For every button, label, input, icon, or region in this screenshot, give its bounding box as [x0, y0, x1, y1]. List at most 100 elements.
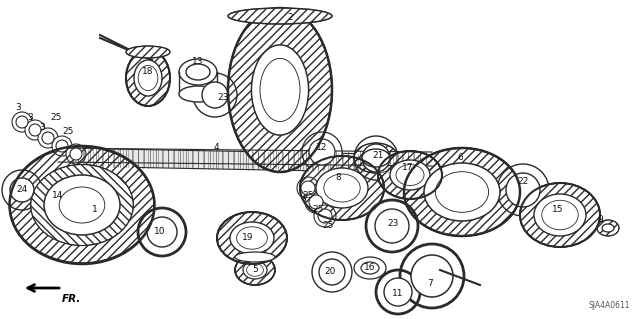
Circle shape — [411, 255, 453, 297]
Circle shape — [354, 136, 398, 180]
Circle shape — [12, 112, 32, 132]
Circle shape — [2, 170, 42, 210]
Text: 12: 12 — [316, 144, 328, 152]
Circle shape — [70, 148, 82, 160]
Text: 4: 4 — [213, 144, 219, 152]
Ellipse shape — [542, 200, 578, 230]
Text: 20: 20 — [324, 268, 336, 277]
Ellipse shape — [60, 187, 105, 223]
Text: 25: 25 — [51, 114, 61, 122]
Text: 14: 14 — [52, 190, 64, 199]
Ellipse shape — [51, 193, 59, 207]
Circle shape — [52, 136, 72, 156]
Text: 25: 25 — [323, 220, 333, 229]
Ellipse shape — [404, 148, 520, 236]
Ellipse shape — [520, 183, 600, 247]
Text: 3: 3 — [27, 114, 33, 122]
Text: 21: 21 — [372, 151, 384, 160]
Ellipse shape — [316, 168, 368, 208]
Ellipse shape — [44, 175, 120, 235]
Circle shape — [312, 252, 352, 292]
Circle shape — [10, 178, 34, 202]
Circle shape — [202, 82, 228, 108]
Ellipse shape — [126, 46, 170, 58]
Text: 6: 6 — [457, 153, 463, 162]
Ellipse shape — [435, 172, 488, 212]
Circle shape — [384, 278, 412, 306]
Text: 7: 7 — [427, 278, 433, 287]
Ellipse shape — [228, 8, 332, 172]
Circle shape — [138, 208, 186, 256]
Circle shape — [314, 205, 336, 227]
Ellipse shape — [396, 165, 424, 186]
Circle shape — [301, 181, 315, 195]
Ellipse shape — [361, 262, 379, 274]
Ellipse shape — [424, 163, 500, 221]
Circle shape — [366, 200, 418, 252]
Text: 22: 22 — [517, 177, 529, 187]
Text: 1: 1 — [92, 205, 98, 214]
Circle shape — [506, 173, 540, 207]
Circle shape — [66, 144, 86, 164]
Ellipse shape — [252, 45, 308, 135]
Circle shape — [302, 132, 342, 172]
Text: 19: 19 — [243, 234, 253, 242]
Text: 10: 10 — [154, 227, 166, 236]
Text: 25: 25 — [312, 205, 324, 214]
Text: 17: 17 — [403, 164, 413, 173]
Ellipse shape — [235, 255, 275, 285]
Circle shape — [375, 209, 409, 243]
Ellipse shape — [186, 64, 210, 80]
Ellipse shape — [134, 60, 162, 96]
Circle shape — [309, 195, 323, 209]
Ellipse shape — [10, 147, 154, 263]
Text: 23: 23 — [387, 219, 399, 227]
Text: 24: 24 — [17, 186, 28, 195]
Text: 25: 25 — [302, 190, 314, 199]
Circle shape — [362, 144, 390, 172]
Text: 5: 5 — [252, 265, 258, 275]
Circle shape — [56, 140, 68, 152]
Circle shape — [309, 139, 335, 165]
Circle shape — [16, 116, 28, 128]
Circle shape — [305, 191, 327, 213]
Ellipse shape — [354, 257, 386, 279]
Circle shape — [25, 120, 45, 140]
Ellipse shape — [602, 224, 614, 232]
Circle shape — [147, 217, 177, 247]
Circle shape — [193, 73, 237, 117]
Circle shape — [318, 209, 332, 223]
Ellipse shape — [390, 160, 430, 190]
Ellipse shape — [246, 264, 264, 276]
Circle shape — [42, 132, 54, 144]
Ellipse shape — [597, 220, 619, 236]
Ellipse shape — [534, 194, 586, 236]
Circle shape — [38, 128, 58, 148]
Text: 18: 18 — [142, 68, 154, 77]
Circle shape — [400, 244, 464, 308]
Ellipse shape — [362, 149, 390, 167]
Ellipse shape — [179, 86, 217, 102]
Ellipse shape — [235, 252, 275, 262]
Text: 25: 25 — [62, 128, 74, 137]
Circle shape — [319, 259, 345, 285]
Text: 16: 16 — [364, 263, 376, 272]
Text: 11: 11 — [392, 288, 404, 298]
Ellipse shape — [179, 59, 217, 85]
Polygon shape — [58, 148, 432, 173]
Ellipse shape — [243, 261, 267, 279]
Circle shape — [29, 124, 41, 136]
Ellipse shape — [300, 156, 384, 220]
Ellipse shape — [126, 50, 170, 106]
Ellipse shape — [378, 151, 442, 199]
Ellipse shape — [230, 222, 274, 254]
Circle shape — [297, 177, 319, 199]
Text: 2: 2 — [287, 13, 293, 23]
Text: 23: 23 — [218, 93, 228, 102]
Circle shape — [497, 164, 549, 216]
Text: 9: 9 — [597, 216, 603, 225]
Text: SJA4A0611: SJA4A0611 — [589, 301, 630, 310]
Ellipse shape — [228, 8, 332, 24]
Ellipse shape — [260, 58, 300, 122]
Circle shape — [376, 270, 420, 314]
